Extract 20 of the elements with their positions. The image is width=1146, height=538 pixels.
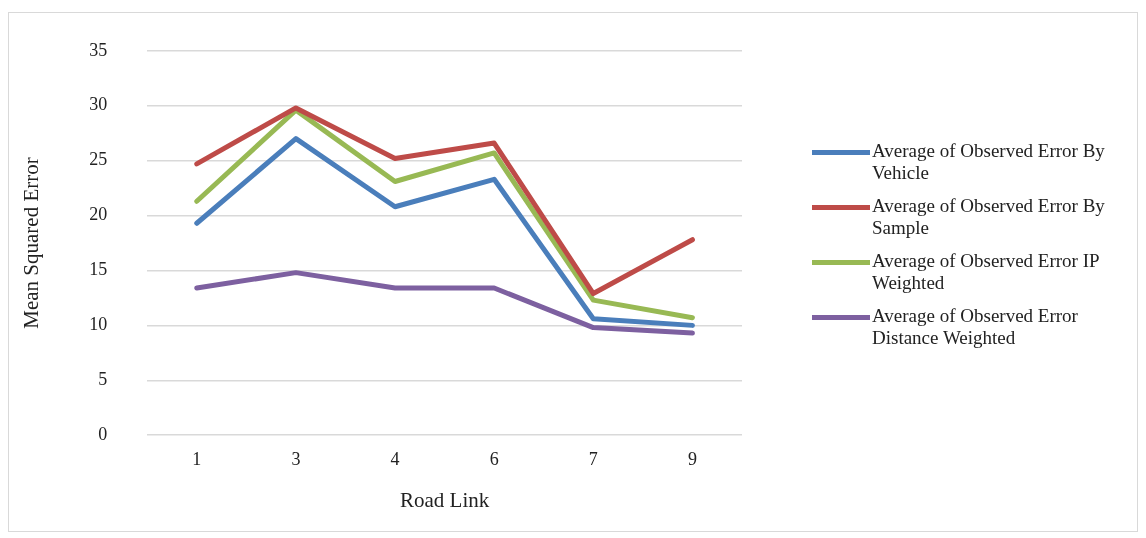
y-tick-label: 0: [98, 423, 108, 444]
y-tick-label: 20: [89, 204, 108, 225]
y-tick-label: 5: [98, 369, 108, 390]
x-tick-label: 1: [192, 448, 202, 469]
y-tick-label: 35: [89, 39, 108, 60]
legend-label: Average of Observed Error By Sample: [872, 195, 1106, 239]
x-axis-title: Road Link: [399, 487, 490, 512]
legend-label: Average of Observed Error IP Weighted: [872, 250, 1100, 294]
y-tick-label: 15: [89, 259, 108, 280]
y-tick-label: 10: [89, 314, 108, 335]
legend-label: Average of Observed Error By Vehicle: [872, 140, 1106, 184]
x-tick-label: 9: [687, 448, 697, 469]
y-tick-label: 30: [89, 94, 108, 115]
x-tick-label: 7: [588, 448, 598, 469]
x-tick-label: 3: [291, 448, 301, 469]
legend-label: Average of Observed Error Distance Weighted: [872, 305, 1079, 349]
y-tick-label: 25: [89, 149, 108, 170]
x-tick-label: 6: [489, 448, 499, 469]
y-axis-title: Mean Squared Error: [19, 157, 44, 329]
x-tick-label: 4: [390, 448, 400, 469]
